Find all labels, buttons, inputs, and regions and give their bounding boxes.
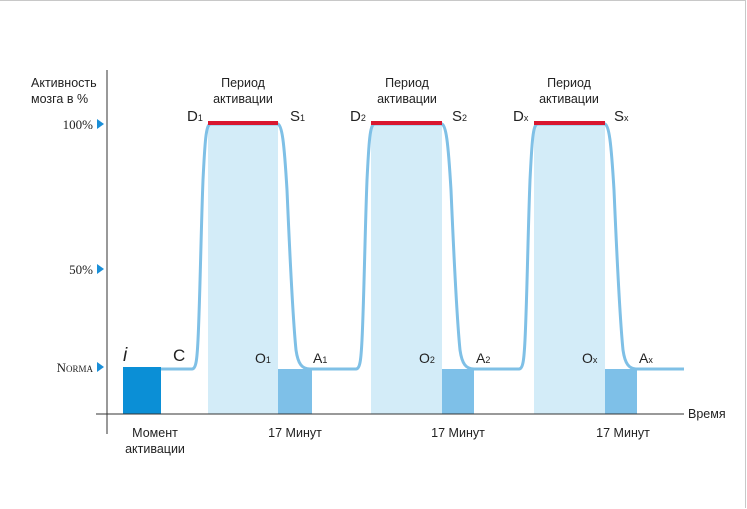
activation-caption-line2: активации bbox=[125, 442, 185, 456]
tick-marker-50 bbox=[97, 264, 104, 274]
y-axis-title-line1: Активность bbox=[31, 76, 97, 90]
period-fill-3 bbox=[534, 124, 605, 414]
recovery-block-3 bbox=[605, 369, 637, 414]
recovery-block-1 bbox=[278, 369, 312, 414]
tick-label-50: 50% bbox=[69, 262, 93, 277]
period-fill-2 bbox=[371, 124, 442, 414]
activation-caption-line1: Момент bbox=[132, 426, 178, 440]
point-label-a2: A2 bbox=[476, 350, 490, 366]
recovery-block-2 bbox=[442, 369, 474, 414]
point-label-ox: Ox bbox=[582, 350, 598, 366]
y-axis-title-line2: мозга в % bbox=[31, 92, 88, 106]
period-title-2-line1: Период bbox=[385, 76, 430, 90]
tick-marker-100 bbox=[97, 119, 104, 129]
point-label-d1: D1 bbox=[187, 108, 203, 125]
period-title-3-line2: активации bbox=[539, 92, 599, 106]
period-title-2-line2: активации bbox=[377, 92, 437, 106]
duration-label-1: 17 Минут bbox=[268, 426, 322, 440]
point-label-o1: O1 bbox=[255, 350, 271, 366]
point-label-s1: S1 bbox=[290, 108, 305, 125]
period-fill-1 bbox=[208, 124, 278, 414]
period-title-3-line1: Период bbox=[547, 76, 592, 90]
tick-marker-norma bbox=[97, 362, 104, 372]
point-label-a1: A1 bbox=[313, 350, 327, 366]
start-point-label: i bbox=[123, 345, 128, 366]
tick-label-100: 100% bbox=[63, 117, 94, 132]
point-label-sx: Sx bbox=[614, 108, 629, 125]
duration-label-2: 17 Минут bbox=[431, 426, 485, 440]
activation-block bbox=[123, 367, 161, 414]
point-label-s2: S2 bbox=[452, 108, 467, 125]
x-axis-title: Время bbox=[688, 407, 726, 421]
tick-label-norma: Norma bbox=[57, 360, 94, 375]
point-label-ax: Ax bbox=[639, 350, 653, 366]
duration-label-3: 17 Минут bbox=[596, 426, 650, 440]
point-label-o2: O2 bbox=[419, 350, 435, 366]
period-title-1-line1: Период bbox=[221, 76, 266, 90]
period-title-1-line2: активации bbox=[213, 92, 273, 106]
point-label-dx: Dx bbox=[513, 108, 529, 125]
rise-point-label: C bbox=[173, 346, 185, 365]
point-label-d2: D2 bbox=[350, 108, 366, 125]
